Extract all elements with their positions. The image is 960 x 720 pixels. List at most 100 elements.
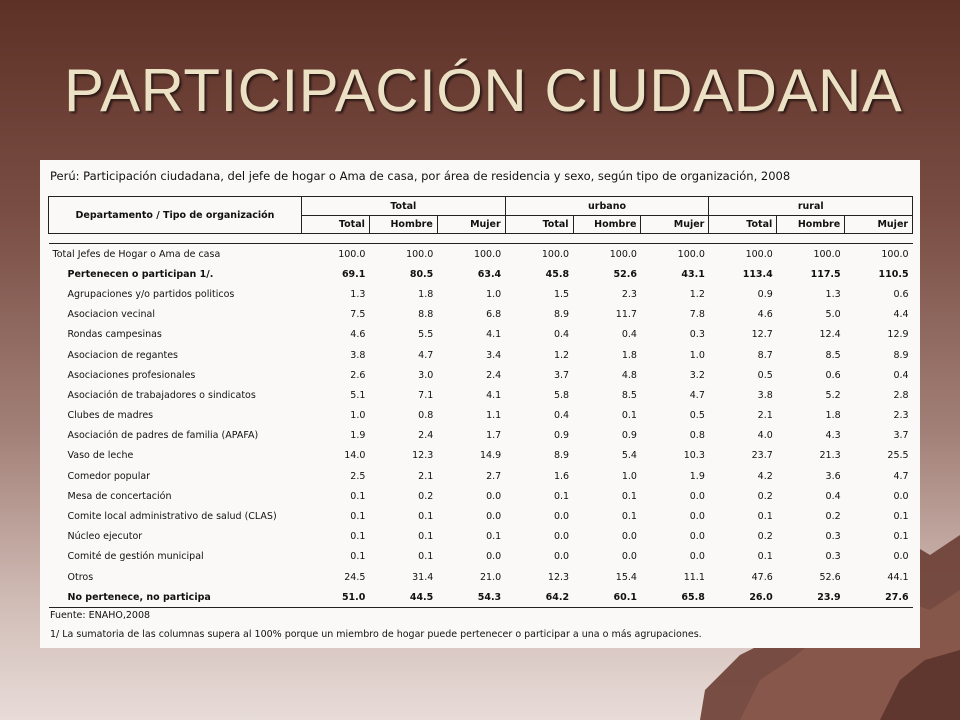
value-cell: 1.3 bbox=[350, 288, 366, 300]
value-cell: 1.6 bbox=[553, 470, 570, 482]
value-cell: 11.1 bbox=[683, 571, 705, 583]
value-cell: 0.1 bbox=[893, 511, 909, 523]
row-label: Agrupaciones y/o partidos politicos bbox=[67, 288, 235, 300]
value-cell: 5.0 bbox=[825, 309, 841, 321]
value-cell: 1.2 bbox=[689, 288, 705, 300]
value-cell: 24.5 bbox=[344, 571, 366, 583]
group-header-rural: rural bbox=[708, 196, 914, 216]
value-cell: 0.1 bbox=[621, 511, 637, 523]
table-row: Total Jefes de Hogar o Ama de casa 100.0 1… bbox=[48, 243, 913, 265]
value-cell: 12.9 bbox=[887, 329, 909, 341]
value-cell: 31.4 bbox=[412, 571, 434, 583]
value-cell: 2.6 bbox=[350, 369, 366, 381]
value-cell: 12.4 bbox=[819, 329, 841, 341]
value-cell: 0.1 bbox=[553, 490, 570, 502]
value-cell: 4.1 bbox=[486, 389, 502, 401]
value-cell: 0.0 bbox=[553, 551, 570, 563]
value-cell: 3.7 bbox=[893, 430, 909, 442]
value-cell: 0.1 bbox=[621, 410, 637, 422]
value-cell: 0.1 bbox=[350, 511, 366, 523]
value-cell: 4.8 bbox=[621, 369, 637, 381]
value-cell: 7.5 bbox=[350, 309, 366, 321]
group-header-urbano: urbano bbox=[504, 196, 710, 216]
value-cell: 7.1 bbox=[418, 389, 434, 401]
value-cell: 4.4 bbox=[893, 309, 909, 321]
value-cell: 0.0 bbox=[621, 531, 637, 543]
value-cell: 100.0 bbox=[708, 243, 777, 265]
value-cell: 3.0 bbox=[418, 369, 434, 381]
value-cell: 1.9 bbox=[689, 470, 705, 482]
value-cell: 51.0 bbox=[301, 587, 370, 609]
value-cell: 2.7 bbox=[486, 470, 502, 482]
value-cell: 2.4 bbox=[418, 430, 434, 442]
value-cell: 0.1 bbox=[350, 490, 366, 502]
value-cell: 3.2 bbox=[689, 369, 705, 381]
row-label: Rondas campesinas bbox=[67, 329, 162, 341]
value-cell: 52.6 bbox=[819, 571, 841, 583]
table-row: Asociación de padres de familia (APAFA) 1… bbox=[49, 426, 913, 446]
table-row: Pertenecen o participan 1/. 69.1 80.5 63.4 4… bbox=[49, 264, 913, 284]
row-label: Comite local administrativo de salud (CL… bbox=[67, 511, 277, 523]
value-cell: 60.1 bbox=[573, 587, 641, 609]
group-header-total: Total bbox=[301, 196, 506, 216]
table-row: Agrupaciones y/o partidos politicos 1.3 1.… bbox=[49, 284, 913, 304]
value-cell: 0.0 bbox=[689, 531, 705, 543]
value-cell: 100.0 bbox=[369, 243, 438, 265]
value-cell: 0.9 bbox=[757, 288, 773, 300]
value-cell: 0.0 bbox=[893, 490, 909, 502]
value-cell: 1.0 bbox=[689, 349, 705, 361]
subcolumn-header: Hombre bbox=[572, 215, 642, 234]
value-cell: 14.9 bbox=[480, 450, 502, 462]
table-row: No pertenece, no participa 51.0 44.5 54.3 64… bbox=[48, 587, 913, 609]
row-label: Pertenecen o participan 1/. bbox=[67, 268, 214, 280]
row-label: Total Jefes de Hogar o Ama de casa bbox=[48, 243, 302, 265]
value-cell: 4.3 bbox=[825, 430, 841, 442]
value-cell: 0.2 bbox=[825, 511, 841, 523]
value-cell: 4.6 bbox=[350, 329, 366, 341]
value-cell: 0.0 bbox=[689, 551, 705, 563]
value-cell: 15.4 bbox=[615, 571, 637, 583]
value-cell: 8.9 bbox=[893, 349, 909, 361]
row-label: Asociacion de regantes bbox=[67, 349, 179, 361]
table-row: Mesa de concertación 0.1 0.2 0.0 0.1 0.1 0.0 0.… bbox=[49, 486, 913, 506]
value-cell: 0.0 bbox=[486, 490, 502, 502]
value-cell: 1.0 bbox=[486, 288, 502, 300]
value-cell: 100.0 bbox=[844, 243, 913, 265]
value-cell: 12.3 bbox=[547, 571, 570, 583]
value-cell: 7.8 bbox=[689, 309, 705, 321]
value-cell: 4.6 bbox=[757, 309, 773, 321]
value-cell: 69.1 bbox=[341, 268, 366, 280]
value-cell: 0.5 bbox=[689, 410, 705, 422]
value-cell: 45.8 bbox=[545, 268, 570, 280]
table-source: Fuente: ENAHO,2008 bbox=[50, 610, 151, 621]
value-cell: 4.1 bbox=[486, 329, 502, 341]
value-cell: 100.0 bbox=[505, 243, 574, 265]
value-cell: 5.5 bbox=[418, 329, 434, 341]
value-cell: 100.0 bbox=[776, 243, 845, 265]
table-header-subcolumns: Total Hombre Mujer Total Hombre Mujer To… bbox=[49, 215, 914, 234]
value-cell: 2.1 bbox=[418, 470, 434, 482]
value-cell: 0.5 bbox=[757, 369, 773, 381]
value-cell: 0.0 bbox=[486, 511, 502, 523]
value-cell: 0.0 bbox=[486, 551, 502, 563]
table-footnote: 1/ La sumatoria de las columnas supera a… bbox=[50, 629, 702, 640]
value-cell: 8.9 bbox=[553, 450, 570, 462]
table-row: Asociación de trabajadores o sindicatos 5… bbox=[49, 385, 913, 405]
subcolumn-header: Total bbox=[301, 215, 370, 234]
value-cell: 4.2 bbox=[757, 470, 773, 482]
value-cell: 0.1 bbox=[418, 531, 434, 543]
value-cell: 12.7 bbox=[751, 329, 773, 341]
value-cell: 21.0 bbox=[480, 571, 502, 583]
value-cell: 4.0 bbox=[757, 430, 773, 442]
table-row: Asociacion vecinal 7.5 8.8 6.8 8.9 11.7 7.8 4.6… bbox=[49, 305, 913, 325]
value-cell: 0.9 bbox=[553, 430, 570, 442]
row-label: Núcleo ejecutor bbox=[67, 531, 143, 543]
row-label: Asociación de padres de familia (APAFA) bbox=[67, 430, 259, 442]
value-cell: 0.1 bbox=[757, 551, 773, 563]
value-cell: 1.8 bbox=[418, 288, 434, 300]
table-subtitle: Perú: Participación ciudadana, del jefe … bbox=[50, 169, 791, 183]
value-cell: 0.1 bbox=[350, 531, 366, 543]
value-cell: 23.7 bbox=[751, 450, 773, 462]
value-cell: 0.0 bbox=[689, 511, 705, 523]
value-cell: 100.0 bbox=[573, 243, 641, 265]
